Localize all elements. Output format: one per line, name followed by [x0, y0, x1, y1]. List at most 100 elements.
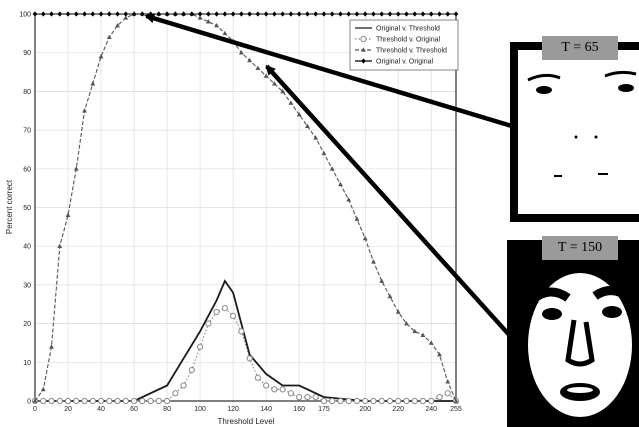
data-point	[73, 397, 80, 405]
data-point	[395, 11, 401, 17]
series-line	[35, 307, 457, 402]
series-0	[35, 279, 456, 402]
y-tick-label: 10	[23, 360, 31, 367]
data-point	[156, 11, 162, 17]
data-point	[122, 397, 129, 405]
y-axis-label: Percent correct	[5, 179, 14, 234]
data-point	[214, 23, 220, 28]
eye-right-dark	[602, 306, 622, 318]
data-point	[82, 108, 87, 113]
data-point	[453, 398, 459, 403]
data-point	[81, 397, 88, 405]
data-point	[90, 11, 96, 17]
data-point	[213, 308, 220, 316]
legend-entry: Original v. Original	[376, 59, 434, 66]
data-point	[444, 390, 451, 397]
x-tick-label: 80	[163, 406, 171, 413]
data-point	[305, 11, 310, 17]
data-point	[420, 11, 426, 17]
series-line	[35, 279, 456, 402]
inset-label-t150: T = 150	[542, 236, 618, 260]
data-point	[49, 344, 54, 349]
x-tick-label: 175	[318, 406, 330, 413]
data-point	[130, 397, 138, 405]
data-point	[147, 397, 154, 405]
data-point	[255, 65, 261, 70]
data-point	[197, 15, 203, 20]
data-point	[114, 397, 121, 405]
data-point	[263, 73, 269, 78]
mouth-mark-left	[554, 175, 562, 177]
x-tick-label: 200	[359, 406, 371, 413]
x-tick-label: 40	[97, 406, 105, 413]
x-axis-label: Threshold Level	[218, 417, 275, 426]
data-point	[89, 397, 96, 405]
data-point	[263, 11, 269, 17]
eye-left-dark	[542, 308, 562, 320]
data-point	[420, 332, 426, 338]
nose-dark	[565, 319, 595, 367]
data-point	[453, 11, 459, 17]
annotation-arrow-1	[265, 64, 514, 340]
series-1	[31, 305, 460, 405]
data-point	[296, 394, 303, 401]
data-point	[221, 305, 228, 312]
data-point	[279, 386, 286, 393]
legend: Original v. Threshold Threshold v. Origin…	[349, 19, 459, 71]
data-point	[371, 11, 376, 17]
data-point	[370, 397, 377, 405]
data-point	[361, 47, 366, 52]
data-point	[32, 398, 38, 403]
inset-images	[507, 42, 639, 427]
data-point	[123, 15, 129, 20]
data-point	[378, 397, 385, 405]
data-point	[321, 11, 327, 17]
data-point	[428, 11, 434, 17]
data-point	[263, 382, 270, 389]
data-point	[230, 11, 236, 17]
data-point	[387, 11, 393, 17]
data-point	[360, 35, 367, 43]
y-tick-label: 90	[23, 50, 31, 57]
data-point	[345, 397, 352, 405]
data-point	[287, 390, 295, 397]
data-point	[90, 81, 96, 86]
data-point	[173, 11, 178, 17]
data-point	[48, 397, 55, 405]
data-point	[362, 397, 369, 405]
data-point	[361, 58, 366, 64]
data-point	[214, 11, 219, 17]
data-point	[312, 394, 319, 401]
data-point	[313, 11, 318, 17]
data-point	[403, 397, 410, 405]
data-point	[346, 197, 352, 202]
x-tick-label: 160	[293, 406, 305, 413]
x-tick-label: 255	[450, 406, 462, 413]
data-point	[304, 394, 311, 401]
legend-entry: Original v. Threshold	[376, 26, 440, 33]
data-point	[239, 11, 244, 17]
axis-ticks: 0 20 40 60 80 100 120 140 160 175 200 220 240 255 0 10 2…	[19, 12, 462, 414]
data-point	[338, 181, 343, 187]
x-tick-label: 60	[130, 406, 138, 413]
data-point	[238, 50, 244, 55]
data-point	[387, 293, 393, 299]
data-point	[57, 11, 63, 17]
data-point	[395, 397, 402, 405]
data-point	[172, 390, 179, 397]
data-point	[247, 11, 252, 17]
data-point	[305, 123, 310, 129]
data-point	[412, 11, 418, 17]
data-point	[197, 11, 203, 17]
data-point	[354, 11, 360, 17]
x-tick-label: 0	[33, 406, 37, 413]
data-point	[222, 30, 228, 36]
data-point	[140, 11, 145, 17]
data-point	[329, 397, 336, 405]
legend-entry: Threshold v. Threshold	[376, 48, 447, 55]
x-tick-label: 220	[392, 406, 404, 413]
data-point	[288, 100, 294, 105]
x-tick-label: 120	[227, 406, 239, 413]
data-point	[321, 150, 327, 156]
